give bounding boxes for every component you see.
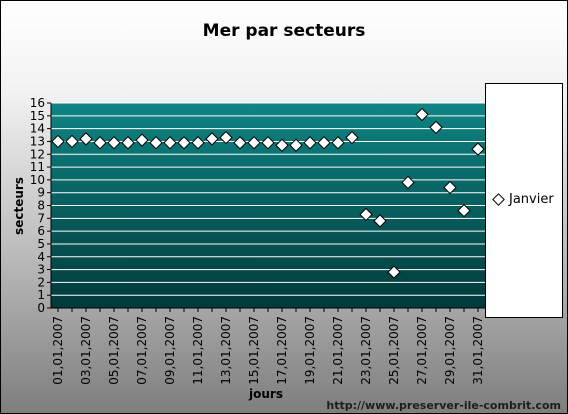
x-tick-label: 09,01,2007 <box>163 316 177 385</box>
data-point <box>191 136 205 150</box>
x-tick-label: 07,01,2007 <box>135 316 149 385</box>
data-point <box>345 130 359 145</box>
x-tick-label: 01,01,2007 <box>51 316 65 385</box>
data-point <box>303 136 317 150</box>
data-point <box>79 132 93 146</box>
data-point <box>373 214 387 228</box>
y-tick-label: 9 <box>37 186 45 200</box>
y-tick-label: 16 <box>30 96 45 110</box>
y-tick-label: 13 <box>30 134 45 148</box>
y-tick-label: 15 <box>30 109 45 123</box>
data-points <box>51 107 485 279</box>
x-axis: 01,01,2007 03,01,2007 05,01,2007 07,01,2007… <box>51 307 485 385</box>
x-tick-label: 15,01,2007 <box>247 316 261 385</box>
x-tick-label: 13,01,2007 <box>219 316 233 385</box>
y-tick-label: 3 <box>37 263 45 277</box>
x-tick-label: 11,01,2007 <box>191 316 205 385</box>
data-point <box>121 136 135 150</box>
y-tick-label: 11 <box>30 160 45 174</box>
x-axis-label: jours <box>249 387 283 401</box>
data-point <box>261 136 275 150</box>
data-point <box>457 203 471 218</box>
y-tick-label: 10 <box>30 173 45 187</box>
data-point <box>387 265 401 279</box>
x-tick-label: 27,01,2007 <box>415 316 429 385</box>
x-tick-label: 03,01,2007 <box>79 316 93 385</box>
legend-label: Janvier <box>509 192 554 207</box>
y-tick-label: 4 <box>37 250 45 264</box>
data-point <box>443 180 457 195</box>
data-point <box>149 136 163 150</box>
data-point <box>359 207 373 222</box>
data-point <box>317 136 331 150</box>
y-tick-label: 6 <box>37 224 45 238</box>
y-tick-label: 12 <box>30 147 45 161</box>
y-tick-label: 8 <box>37 199 45 213</box>
data-point <box>415 107 429 122</box>
data-point <box>247 136 261 150</box>
data-point <box>275 138 289 152</box>
x-tick-label: 19,01,2007 <box>303 316 317 385</box>
data-point <box>289 138 303 152</box>
y-tick-label: 2 <box>37 275 45 289</box>
data-point <box>205 132 219 146</box>
y-tick-label: 14 <box>30 122 45 136</box>
data-point <box>177 136 191 150</box>
x-tick-label: 05,01,2007 <box>107 316 121 385</box>
x-tick-label: 17,01,2007 <box>275 316 289 385</box>
y-tick-label: 0 <box>37 301 45 315</box>
chart-title: Mer par secteurs <box>202 21 366 41</box>
data-point <box>65 134 79 149</box>
data-point <box>135 133 149 147</box>
data-point <box>233 136 247 150</box>
data-point <box>331 136 345 150</box>
y-tick-label: 5 <box>37 237 45 251</box>
x-tick-label: 31,01,2007 <box>471 316 485 385</box>
data-point <box>471 142 485 156</box>
diamond-marker-icon <box>492 193 505 206</box>
legend-entry: Janvier <box>492 192 554 207</box>
x-tick-label: 29,01,2007 <box>443 316 457 385</box>
x-tick-label: 23,01,2007 <box>359 316 373 385</box>
data-point <box>51 134 65 149</box>
legend: Janvier <box>485 83 563 318</box>
y-axis-label: secteurs <box>12 177 26 235</box>
x-tick-label: 21,01,2007 <box>331 316 345 385</box>
data-point <box>219 130 233 145</box>
data-point <box>107 136 121 150</box>
data-point <box>163 136 177 150</box>
y-tick-label: 1 <box>37 288 45 302</box>
data-point <box>93 136 107 150</box>
data-point <box>401 175 415 190</box>
y-tick-label: 7 <box>37 211 45 225</box>
x-tick-label: 25,01,2007 <box>387 316 401 385</box>
data-point <box>429 120 443 135</box>
watermark-url: http://www.preserver-ile-combrit.com <box>326 399 561 412</box>
